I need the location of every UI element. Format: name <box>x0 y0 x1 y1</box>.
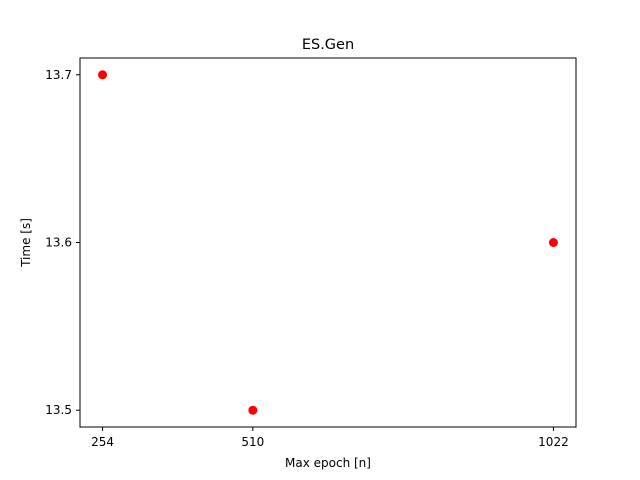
x-axis-ticks: 254 510 1022 <box>91 427 569 449</box>
y-tick-label: 13.5 <box>45 403 72 417</box>
x-axis-label: Max epoch [n] <box>285 456 371 470</box>
chart-title: ES.Gen <box>302 37 354 53</box>
x-tick-label: 254 <box>91 435 114 449</box>
y-axis-label: Time [s] <box>19 218 33 268</box>
y-tick-label: 13.7 <box>45 68 72 82</box>
data-points <box>98 70 558 415</box>
y-tick-label: 13.6 <box>45 236 72 250</box>
y-axis-ticks: 13.5 13.6 13.7 <box>45 68 80 417</box>
scatter-point <box>248 405 258 415</box>
plot-area-frame <box>79 57 577 428</box>
x-tick-label: 510 <box>241 435 264 449</box>
scatter-point <box>98 70 108 80</box>
scatter-point <box>548 238 558 247</box>
x-tick-label: 1022 <box>538 435 569 449</box>
